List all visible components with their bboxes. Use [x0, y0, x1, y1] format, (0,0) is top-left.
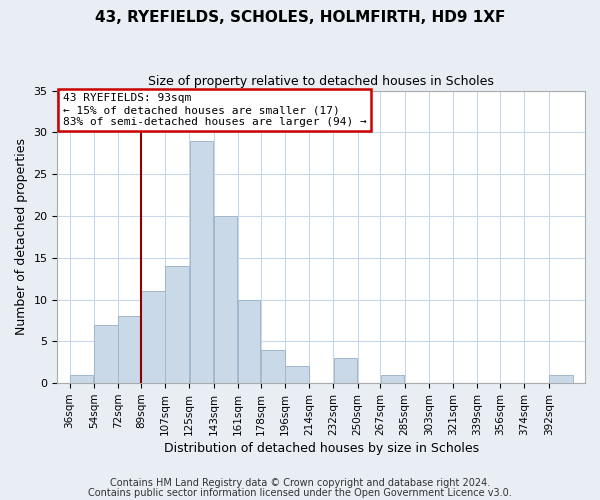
Bar — [549, 375, 572, 383]
Bar — [261, 350, 284, 383]
Bar — [94, 324, 118, 383]
Bar — [285, 366, 309, 383]
Bar — [118, 316, 140, 383]
Text: Contains HM Land Registry data © Crown copyright and database right 2024.: Contains HM Land Registry data © Crown c… — [110, 478, 490, 488]
Y-axis label: Number of detached properties: Number of detached properties — [15, 138, 28, 336]
Bar — [190, 140, 213, 383]
Bar — [141, 291, 165, 383]
Text: 43 RYEFIELDS: 93sqm
← 15% of detached houses are smaller (17)
83% of semi-detach: 43 RYEFIELDS: 93sqm ← 15% of detached ho… — [62, 94, 367, 126]
Text: Contains public sector information licensed under the Open Government Licence v3: Contains public sector information licen… — [88, 488, 512, 498]
Bar — [214, 216, 238, 383]
Title: Size of property relative to detached houses in Scholes: Size of property relative to detached ho… — [148, 75, 494, 88]
Bar — [166, 266, 189, 383]
X-axis label: Distribution of detached houses by size in Scholes: Distribution of detached houses by size … — [164, 442, 479, 455]
Bar — [334, 358, 357, 383]
Bar — [238, 300, 260, 383]
Bar — [381, 375, 404, 383]
Text: 43, RYEFIELDS, SCHOLES, HOLMFIRTH, HD9 1XF: 43, RYEFIELDS, SCHOLES, HOLMFIRTH, HD9 1… — [95, 10, 505, 25]
Bar — [70, 375, 94, 383]
